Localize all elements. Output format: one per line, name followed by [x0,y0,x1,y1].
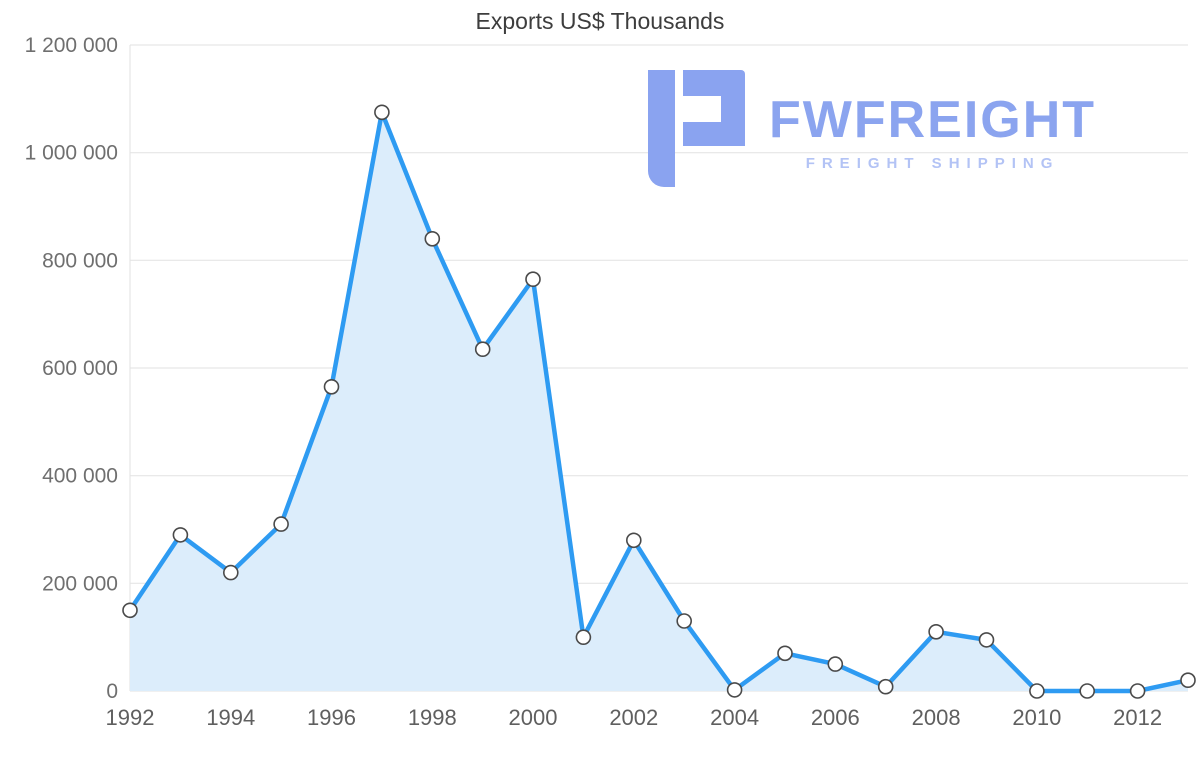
data-point-marker [474,341,491,358]
data-point-marker [575,629,592,646]
x-tick-label: 2010 [1012,705,1061,730]
x-tick-label: 2006 [811,705,860,730]
x-tick-label: 1996 [307,705,356,730]
x-tick-label: 2012 [1113,705,1162,730]
data-point-marker [877,678,894,695]
y-tick-label: 1 000 000 [25,142,118,165]
exports-area [130,112,1188,692]
data-point-marker [223,564,239,581]
chart-title: Exports US$ Thousands [475,8,725,34]
x-tick-label: 1998 [408,705,457,730]
x-tick-label: 2000 [509,705,558,730]
data-point-marker [1079,683,1095,699]
x-tick-label: 2008 [912,705,961,730]
data-point-marker [625,532,642,549]
data-point-marker [323,378,340,395]
data-point-marker [424,231,441,247]
data-point-marker [1029,683,1045,699]
data-point-marker [374,104,390,121]
data-point-marker [122,602,138,619]
data-point-marker [172,527,189,543]
y-tick-label: 200 000 [42,572,118,595]
y-tick-label: 400 000 [42,465,118,488]
x-tick-label: 2004 [710,705,759,730]
data-point-marker [978,632,995,648]
data-point-marker [525,271,541,288]
y-tick-label: 600 000 [42,357,118,380]
data-point-marker [676,613,693,629]
x-tick-label: 1992 [106,705,155,730]
data-point-marker [928,623,944,640]
x-tick-label: 2002 [609,705,658,730]
data-point-marker [777,645,793,662]
data-point-marker [1180,672,1196,689]
exports-line [127,110,1191,694]
y-tick-label: 0 [106,680,118,703]
x-tick-label: 1994 [206,705,255,730]
data-point-marker [827,656,844,672]
y-tick-label: 800 000 [42,249,118,272]
data-point-marker [273,516,289,532]
data-point-marker [726,682,743,698]
data-point-marker [1129,683,1146,699]
y-tick-label: 1 200 000 [25,34,118,57]
